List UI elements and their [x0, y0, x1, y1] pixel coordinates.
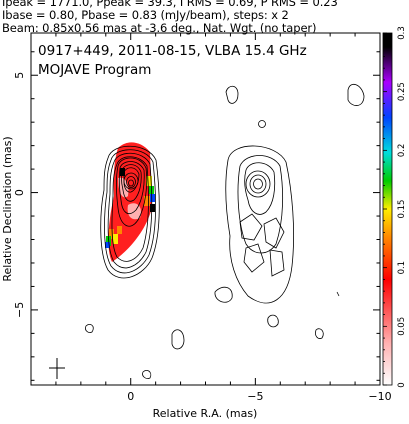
- y-tick-labels: 5 0 −5: [13, 72, 26, 318]
- colorbar-tick-label: 0.25: [397, 82, 407, 101]
- colorbar-tick-label: 0: [397, 382, 407, 387]
- pol-pixel: [105, 242, 110, 248]
- header-line-3: Beam: 0.85x0.56 mas at -3.6 deg., Nat. W…: [2, 21, 317, 35]
- x-tick-label: −5: [247, 390, 263, 403]
- colorbar-tick-label: 0.2: [397, 144, 407, 158]
- pol-pixel: [117, 226, 122, 234]
- colorbar-tick-labels: 0 0.05 0.1 0.15 0.2 0.25 0.3: [397, 26, 407, 387]
- left-contours: [100, 145, 160, 279]
- pol-pixel: [150, 204, 155, 212]
- x-tick-label: 0: [127, 390, 134, 403]
- y-axis-label: Relative Declination (mas): [1, 136, 14, 281]
- pol-pixel: [150, 194, 155, 202]
- noise-island: [142, 370, 152, 379]
- x-tick-labels: 0 −5 −10: [127, 390, 391, 403]
- colorbar-tick-label: 0.05: [397, 317, 407, 336]
- noise-island: [258, 120, 266, 128]
- header-line-1: Ipeak = 1771.0, Ppeak = 39.3, I RMS = 0.…: [2, 0, 338, 9]
- header-line-2: Ibase = 0.80, Pbase = 0.83 (mJy/beam), s…: [2, 8, 289, 22]
- y-tick-label: −5: [13, 302, 26, 318]
- pol-pixel: [109, 229, 114, 239]
- pol-pixel: [120, 168, 125, 176]
- pol-pixel: [144, 196, 150, 206]
- x-axis-label: Relative R.A. (mas): [153, 407, 258, 420]
- colorbar-tick-label: 0.15: [397, 200, 407, 219]
- pol-pixel: [113, 234, 118, 244]
- noise-island: [267, 314, 279, 328]
- axis-ticks: [30, 33, 381, 385]
- noise-island: [214, 286, 233, 303]
- noise-island: [315, 328, 324, 339]
- colorbar-tick-label: 0.1: [397, 261, 407, 275]
- noise-island: [171, 329, 185, 350]
- plot-frame: [30, 32, 381, 386]
- noise-island: [347, 83, 365, 106]
- y-tick-label: 0: [13, 189, 26, 196]
- right-contours: [225, 145, 295, 304]
- noise-island: [85, 324, 94, 333]
- y-tick-label: 5: [13, 72, 26, 79]
- noise-islands: [85, 83, 365, 379]
- x-tick-label: −10: [368, 390, 391, 403]
- noise-island: [336, 291, 340, 297]
- annotation-source: 0917+449, 2011-08-15, VLBA 15.4 GHz: [38, 43, 307, 59]
- noise-island: [225, 85, 239, 104]
- colorbar-tick-label: 0.3: [397, 26, 407, 40]
- colorbar-ticks: [383, 32, 387, 386]
- pol-pixel: [146, 176, 152, 186]
- annotation-program: MOJAVE Program: [38, 62, 151, 78]
- beam-marker: [49, 358, 65, 379]
